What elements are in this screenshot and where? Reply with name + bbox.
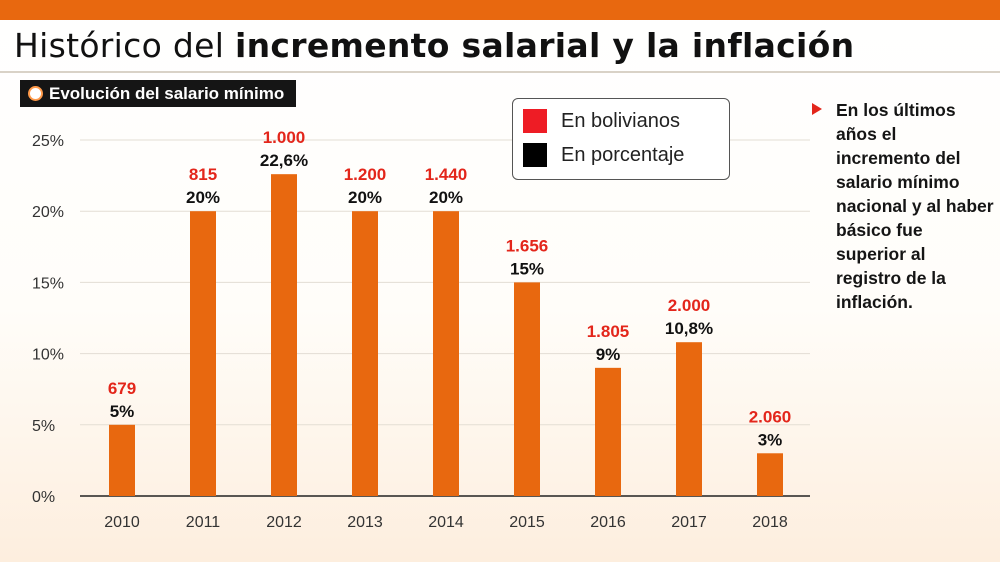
bar bbox=[595, 367, 621, 496]
bolivianos-data-label: 2.000 bbox=[668, 296, 711, 315]
bar bbox=[109, 424, 135, 496]
bar bbox=[757, 453, 783, 496]
bolivianos-data-label: 1.656 bbox=[506, 236, 549, 255]
legend-item-porcentaje: En porcentaje bbox=[523, 143, 684, 167]
y-tick-label: 25% bbox=[32, 133, 64, 150]
bolivianos-data-label: 1.000 bbox=[263, 128, 306, 147]
y-tick-label: 0% bbox=[32, 489, 55, 506]
chart-subtitle: Evolución del salario mínimo bbox=[20, 80, 297, 107]
bar bbox=[190, 211, 216, 496]
bullet-circle-icon bbox=[28, 86, 43, 101]
bar-chart: 0% 5% 10% 15% 20% 25% 5% 679 2010 20% 815 2011 22,6%… bbox=[32, 128, 810, 531]
percent-data-label: 10,8% bbox=[665, 319, 713, 338]
arrow-right-icon bbox=[812, 103, 822, 115]
bar bbox=[676, 342, 702, 496]
bar bbox=[352, 211, 378, 496]
legend-item-bolivianos: En bolivianos bbox=[523, 109, 680, 133]
bar bbox=[514, 282, 540, 496]
side-note-text: En los últimos años el incremento del sa… bbox=[836, 100, 994, 312]
page-title: Histórico del incremento salarial y la i… bbox=[14, 23, 994, 69]
percent-data-label: 20% bbox=[186, 188, 220, 207]
x-tick-label: 2012 bbox=[266, 514, 302, 531]
bolivianos-data-label: 679 bbox=[108, 379, 136, 398]
percent-data-label: 20% bbox=[348, 188, 382, 207]
x-tick-label: 2011 bbox=[186, 514, 221, 531]
x-tick-label: 2015 bbox=[509, 514, 545, 531]
bar bbox=[433, 211, 459, 496]
percent-data-label: 15% bbox=[510, 259, 544, 278]
chart-subtitle-label: Evolución del salario mínimo bbox=[49, 84, 285, 103]
legend-label-bolivianos: En bolivianos bbox=[561, 109, 680, 132]
bolivianos-data-label: 1.805 bbox=[587, 322, 630, 341]
y-tick-label: 15% bbox=[32, 275, 64, 292]
bolivianos-data-label: 2.060 bbox=[749, 407, 792, 426]
percent-data-label: 3% bbox=[758, 430, 783, 449]
bolivianos-data-label: 1.440 bbox=[425, 165, 468, 184]
y-tick-label: 20% bbox=[32, 204, 64, 221]
top-accent-bar bbox=[0, 0, 1000, 20]
percent-data-label: 5% bbox=[110, 402, 135, 421]
x-tick-label: 2013 bbox=[347, 514, 383, 531]
title-regular: Histórico del bbox=[14, 26, 235, 65]
percent-data-label: 22,6% bbox=[260, 151, 308, 170]
side-note: En los últimos años el incremento del sa… bbox=[812, 98, 994, 314]
x-tick-label: 2017 bbox=[671, 514, 707, 531]
bar bbox=[271, 174, 297, 496]
bolivianos-data-label: 815 bbox=[189, 165, 217, 184]
percent-data-label: 20% bbox=[429, 188, 463, 207]
legend-swatch-black bbox=[523, 143, 547, 167]
y-tick-label: 10% bbox=[32, 347, 64, 364]
x-tick-label: 2016 bbox=[590, 514, 626, 531]
y-tick-label: 5% bbox=[32, 418, 55, 435]
x-tick-label: 2014 bbox=[428, 514, 464, 531]
legend-label-porcentaje: En porcentaje bbox=[561, 143, 685, 166]
chart-legend: En bolivianos En porcentaje bbox=[512, 98, 730, 180]
title-divider bbox=[0, 71, 1000, 73]
x-tick-label: 2010 bbox=[104, 514, 140, 531]
bolivianos-data-label: 1.200 bbox=[344, 165, 387, 184]
legend-swatch-red bbox=[523, 109, 547, 133]
percent-data-label: 9% bbox=[596, 345, 621, 364]
x-tick-label: 2018 bbox=[752, 514, 788, 531]
title-bold: incremento salarial y la inflación bbox=[234, 26, 855, 65]
